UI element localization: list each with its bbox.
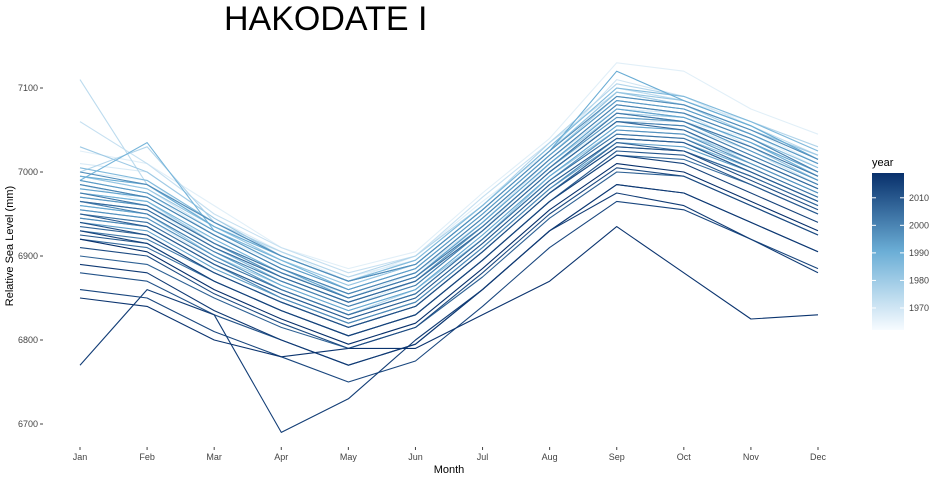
series-line-2015 xyxy=(79,154,819,337)
series-line-2018 xyxy=(79,226,819,358)
y-axis-title: Relative Sea Level (mm) xyxy=(4,186,16,306)
series-line-2012 xyxy=(79,146,819,328)
series-line-2013 xyxy=(79,167,819,349)
x-tick-label: Mar xyxy=(206,452,222,462)
series-line-1995 xyxy=(79,100,819,291)
series-line-2016 xyxy=(79,192,819,433)
series-line-1998 xyxy=(79,95,819,282)
x-tick-label: Sep xyxy=(609,452,625,462)
series-line-2019 xyxy=(79,163,819,345)
colorbar-tick-label: 1990 xyxy=(909,248,929,258)
x-tick-label: Aug xyxy=(542,452,558,462)
y-tick-label: 6700 xyxy=(18,419,38,429)
series-line-2000 xyxy=(79,104,819,295)
series-line-2010 xyxy=(79,150,819,337)
x-tick-label: Nov xyxy=(743,452,760,462)
series-line-1969 xyxy=(79,108,819,295)
y-tick-label: 6900 xyxy=(18,251,38,261)
y-axis: 6700 6800 6900 7000 7100 xyxy=(18,83,43,429)
series-line-2014 xyxy=(79,200,819,383)
series-line-2003 xyxy=(79,112,819,299)
chart-title: HAKODATE I xyxy=(224,0,427,38)
colorbar-tick-label: 2010 xyxy=(909,193,929,203)
x-tick-label: May xyxy=(340,452,358,462)
x-axis-title: Month xyxy=(434,464,465,476)
series-line-2004 xyxy=(79,133,819,316)
series-line-2008 xyxy=(79,171,819,349)
series-line-2009 xyxy=(79,137,819,320)
series-group xyxy=(79,62,819,433)
x-axis: Jan Feb Mar Apr May Jun Jul Aug Sep Oct Nov Dec xyxy=(73,447,827,462)
x-tick-label: Jan xyxy=(73,452,88,462)
series-line-1992 xyxy=(79,125,819,312)
colorbar xyxy=(872,173,904,330)
series-line-1965 xyxy=(79,62,819,270)
x-tick-label: Oct xyxy=(677,452,692,462)
y-tick-label: 7000 xyxy=(18,167,38,177)
y-tick-label: 7100 xyxy=(18,83,38,93)
colorbar-tick-label: 1970 xyxy=(909,303,929,313)
legend-title: year xyxy=(872,157,894,169)
series-line-1981 xyxy=(79,129,819,312)
x-tick-label: Feb xyxy=(139,452,155,462)
x-tick-label: Jul xyxy=(477,452,489,462)
x-tick-label: Apr xyxy=(274,452,288,462)
series-line-2006 xyxy=(79,121,819,303)
series-line-2017 xyxy=(79,184,819,366)
colorbar-ticks: 1970 1980 1990 2000 2010 xyxy=(872,193,929,313)
year-colorbar-legend: year 1970 1980 1990 2000 2010 xyxy=(872,157,929,330)
y-tick-label: 6800 xyxy=(18,335,38,345)
colorbar-tick-label: 1980 xyxy=(909,275,929,285)
x-tick-label: Jun xyxy=(408,452,423,462)
colorbar-tick-label: 2000 xyxy=(909,220,929,230)
x-tick-label: Dec xyxy=(810,452,827,462)
series-line-2001 xyxy=(79,121,819,307)
